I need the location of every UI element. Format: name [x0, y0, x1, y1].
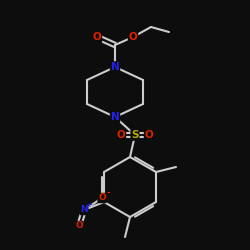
Text: N: N	[80, 206, 88, 214]
Text: N: N	[110, 62, 120, 72]
Text: -: -	[106, 188, 110, 198]
Text: O: O	[144, 130, 154, 140]
Text: N: N	[110, 112, 120, 122]
Text: S: S	[131, 130, 139, 140]
Text: O: O	[116, 130, 126, 140]
Text: O: O	[98, 194, 106, 202]
Text: O: O	[75, 222, 83, 230]
Text: +: +	[86, 202, 92, 208]
Text: O: O	[92, 32, 102, 42]
Text: O: O	[128, 32, 138, 42]
